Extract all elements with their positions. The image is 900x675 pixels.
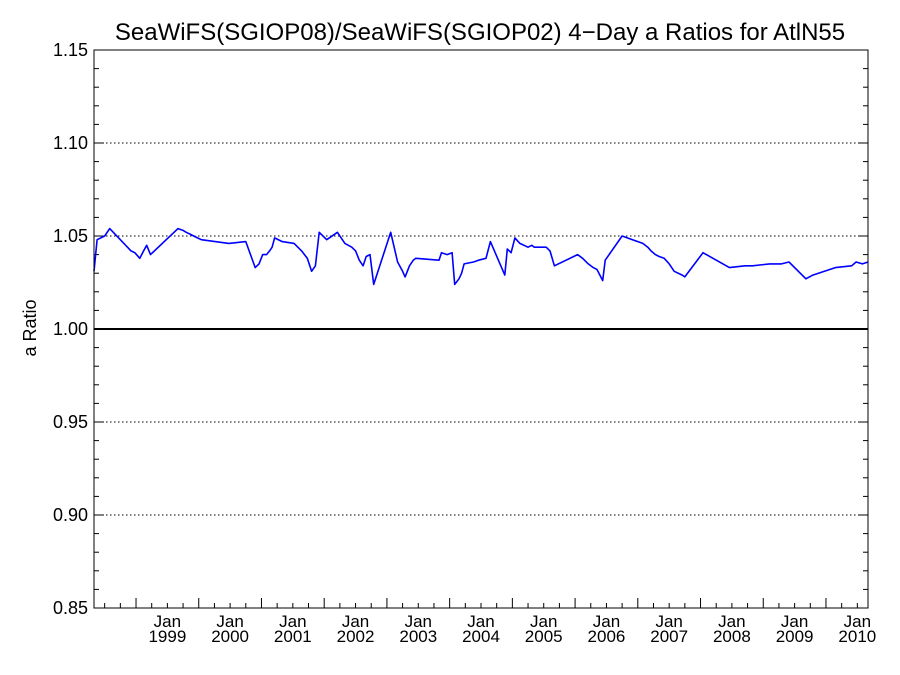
plot-frame bbox=[93, 49, 869, 609]
x-tick-year: 2005 bbox=[525, 627, 563, 646]
series-group bbox=[93, 227, 869, 286]
x-tick-year: 2000 bbox=[211, 627, 249, 646]
series-line bbox=[93, 227, 869, 286]
y-tick-labels: 0.85 0.90 0.95 1.00 1.05 1.10 1.15 bbox=[53, 40, 88, 618]
x-tick-month: Jan bbox=[718, 612, 745, 631]
x-tick-year: 2001 bbox=[274, 627, 312, 646]
x-tick-month: Jan bbox=[342, 612, 369, 631]
x-tick-month: Jan bbox=[467, 612, 494, 631]
x-tick-year: 2008 bbox=[713, 627, 751, 646]
chart-title: SeaWiFS(SGIOP08)/SeaWiFS(SGIOP02) 4−Day … bbox=[115, 19, 845, 46]
x-tick-month: Jan bbox=[216, 612, 243, 631]
y-tick-label: 1.00 bbox=[53, 319, 88, 339]
y-tick-label: 1.15 bbox=[53, 40, 88, 60]
x-tick-year: 2003 bbox=[399, 627, 437, 646]
x-tick-year: 2007 bbox=[650, 627, 688, 646]
y-tick-label: 0.95 bbox=[53, 412, 88, 432]
x-tick-year: 2010 bbox=[838, 627, 876, 646]
x-tick-month: Jan bbox=[593, 612, 620, 631]
x-tick-month: Jan bbox=[655, 612, 682, 631]
x-tick-month: Jan bbox=[154, 612, 181, 631]
x-tick-year: 2004 bbox=[462, 627, 500, 646]
y-tick-label: 0.90 bbox=[53, 505, 88, 525]
y-tick-label: 1.10 bbox=[53, 133, 88, 153]
y-tick-label: 0.85 bbox=[53, 598, 88, 618]
x-tick-year: 1999 bbox=[148, 627, 186, 646]
gridlines bbox=[94, 142, 868, 516]
axis-ticks bbox=[94, 49, 868, 609]
x-tick-month: Jan bbox=[781, 612, 808, 631]
x-tick-labels: Jan1999Jan2000Jan2001Jan2002Jan2003Jan20… bbox=[148, 612, 876, 646]
x-tick-year: 2006 bbox=[588, 627, 626, 646]
x-tick-month: Jan bbox=[530, 612, 557, 631]
x-tick-month: Jan bbox=[279, 612, 306, 631]
x-tick-month: Jan bbox=[405, 612, 432, 631]
x-tick-year: 2009 bbox=[776, 627, 814, 646]
y-tick-label: 1.05 bbox=[53, 226, 88, 246]
y-axis-label: a Ratio bbox=[20, 299, 40, 356]
x-tick-year: 2002 bbox=[337, 627, 375, 646]
x-tick-month: Jan bbox=[844, 612, 871, 631]
